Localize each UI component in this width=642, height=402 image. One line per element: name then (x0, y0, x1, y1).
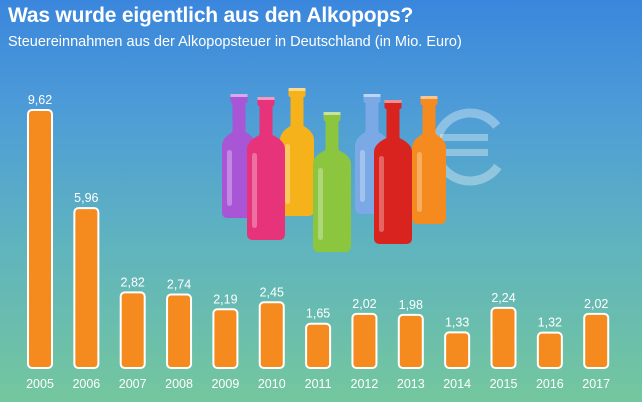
bar-2008 (166, 293, 193, 369)
value-label: 2,02 (352, 297, 376, 311)
value-label: 9,62 (28, 93, 52, 107)
x-tick-label: 2015 (490, 377, 518, 391)
bar-2006 (73, 207, 100, 369)
x-tick-label: 2013 (397, 377, 425, 391)
bottle (374, 100, 412, 244)
bottle-illustration (222, 88, 446, 252)
x-tick-label: 2010 (258, 377, 286, 391)
x-tick-label: 2006 (72, 377, 100, 391)
bar-2005 (27, 109, 53, 369)
bar-2009 (212, 308, 239, 369)
x-tick-label: 2009 (211, 377, 239, 391)
value-label: 2,82 (121, 275, 145, 289)
bar-2011 (305, 322, 332, 370)
bottle (412, 96, 446, 224)
bar-2014 (444, 331, 471, 370)
x-tick-label: 2007 (119, 377, 147, 391)
bar-2010 (258, 301, 285, 370)
bar-2012 (351, 312, 378, 370)
chart-title: Was wurde eigentlich aus den Alkopops? (8, 4, 414, 27)
value-label: 2,74 (167, 278, 191, 292)
value-label: 1,32 (538, 316, 562, 330)
x-tick-label: 2011 (305, 377, 332, 391)
chart-subtitle: Steuereinnahmen aus der Alkopopsteuer in… (8, 34, 462, 50)
value-label: 2,02 (584, 297, 608, 311)
value-label: 2,45 (260, 285, 284, 299)
bottle (280, 88, 314, 216)
value-label: 5,96 (74, 191, 98, 205)
bar-2015 (490, 306, 517, 370)
x-tick-label: 2012 (351, 377, 379, 391)
value-label: 1,33 (445, 315, 469, 329)
x-tick-label: 2017 (582, 377, 610, 391)
value-label: 1,98 (399, 298, 423, 312)
value-label: 2,24 (491, 291, 515, 305)
bottle (313, 112, 351, 252)
bar-2013 (397, 313, 424, 370)
bar-2016 (536, 331, 563, 370)
value-label: 1,65 (306, 307, 330, 321)
x-tick-label: 2014 (443, 377, 471, 391)
x-tick-label: 2016 (536, 377, 564, 391)
euro-icon (431, 108, 509, 186)
bar-2007 (119, 291, 146, 369)
bottle (247, 97, 285, 240)
value-label: 2,19 (213, 292, 237, 306)
x-tick-label: 2005 (26, 377, 54, 391)
bar-2017 (583, 312, 610, 370)
x-tick-label: 2008 (165, 377, 193, 391)
